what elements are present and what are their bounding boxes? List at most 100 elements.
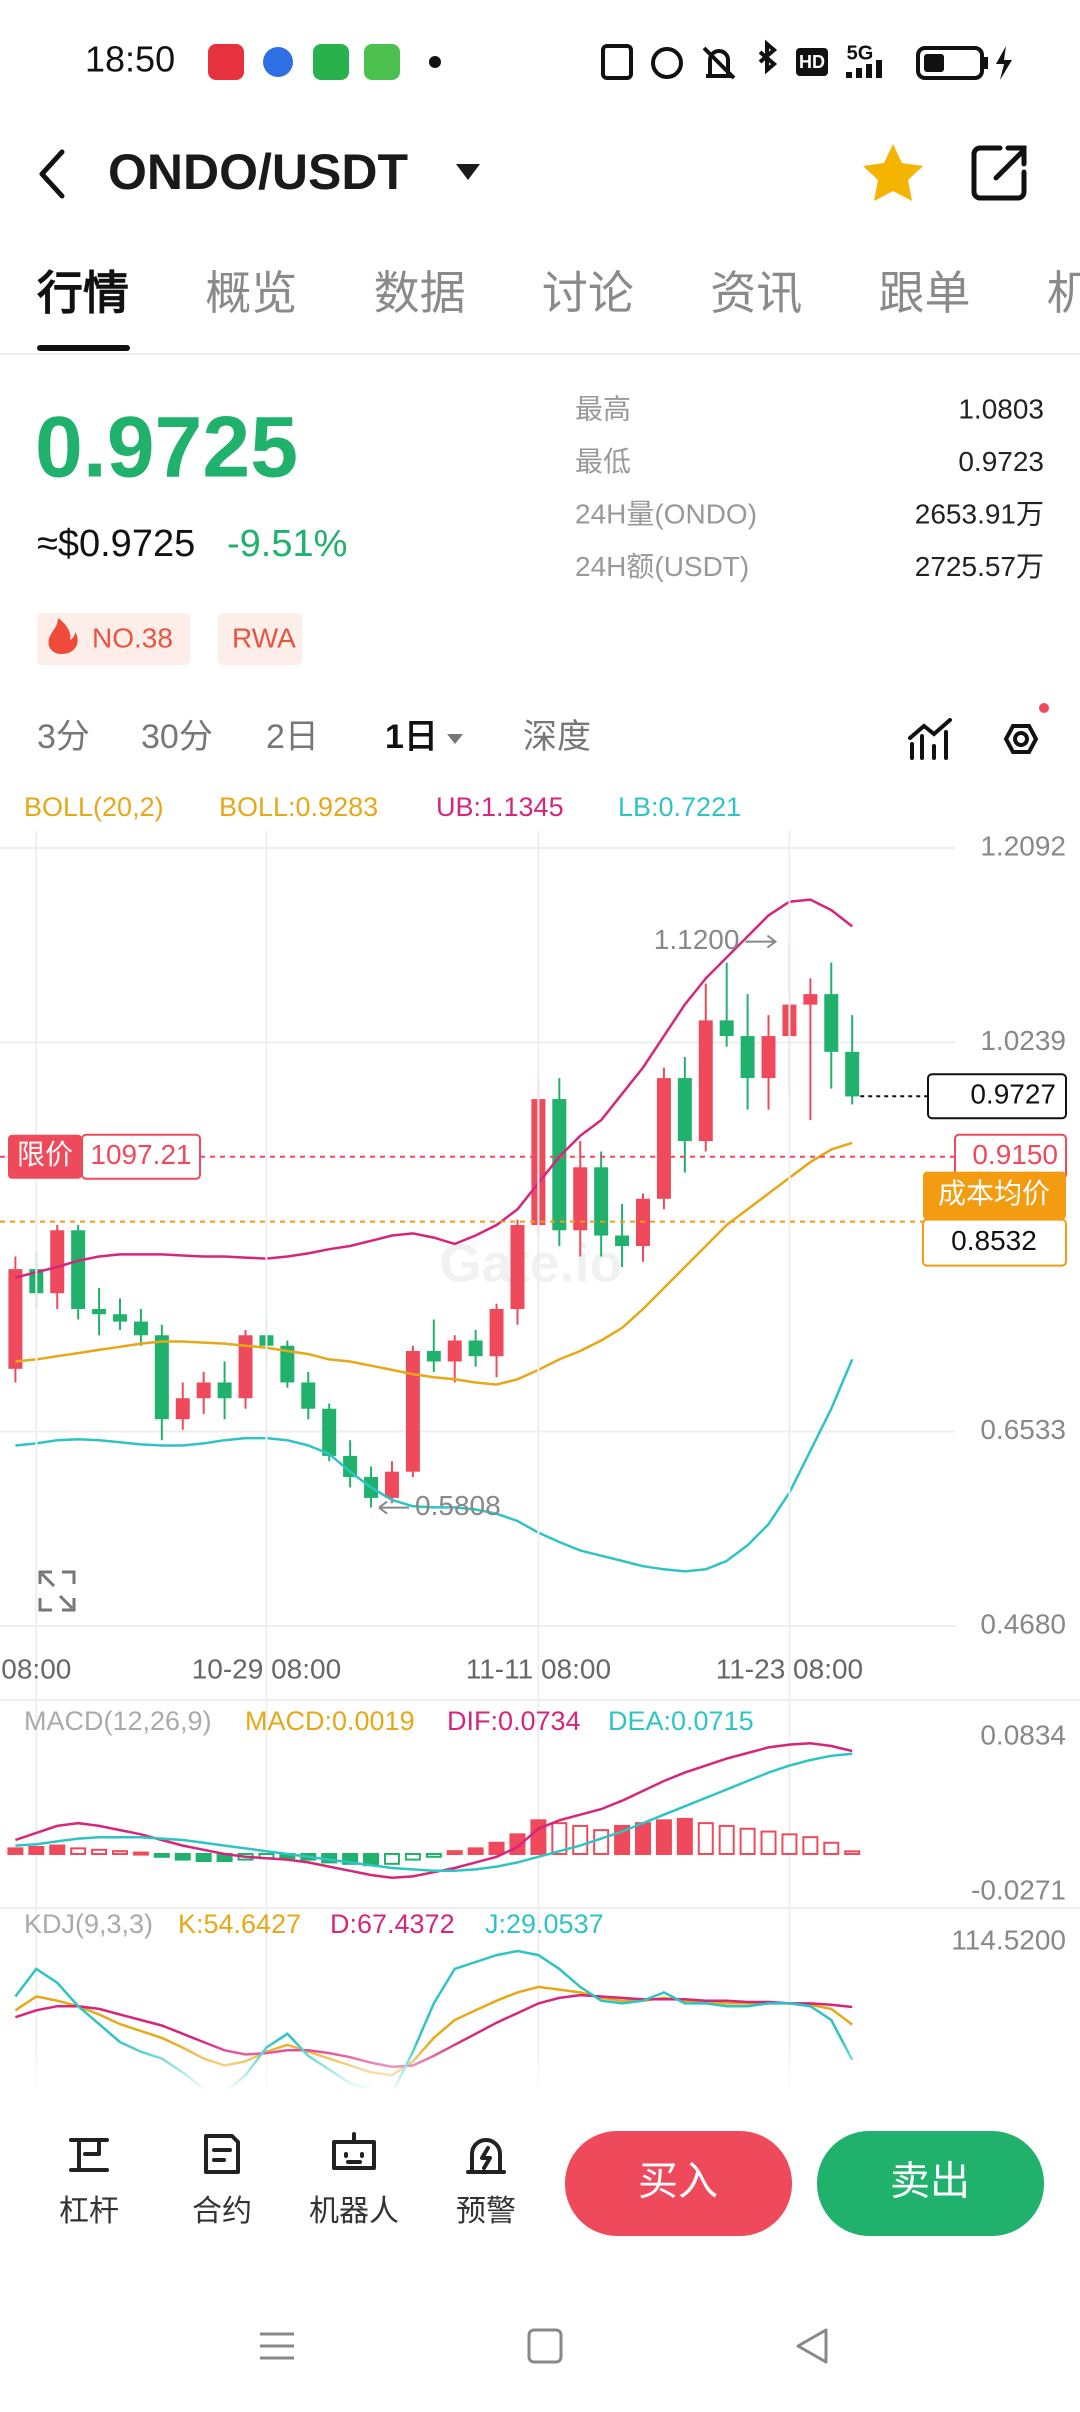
y-tick-label: -0.0271 [971, 1874, 1066, 1905]
price-change: -9.51% [227, 523, 347, 565]
tool-icon[interactable] [466, 2138, 506, 2174]
usd-price: ≈$0.9725 [37, 523, 195, 565]
interval-dropdown[interactable] [447, 734, 463, 744]
macd-bar [132, 1851, 149, 1856]
expand-icon[interactable] [38, 1570, 76, 1612]
nav-home[interactable] [527, 2328, 563, 2364]
limit-price-label: 0.9150 [972, 1139, 1058, 1170]
tab[interactable]: 数据 [374, 267, 466, 319]
candle-body [573, 1167, 588, 1231]
tab[interactable]: 跟单 [879, 267, 971, 319]
macd-bar [7, 1847, 24, 1855]
interval-option[interactable]: 2日 [266, 718, 319, 756]
x-tick-label: 11-23 08:00 [716, 1653, 863, 1684]
tool-label[interactable]: 机器人 [309, 2195, 399, 2228]
interval-option[interactable]: 30分 [141, 718, 213, 756]
nav-back[interactable] [796, 2328, 828, 2364]
cost-price-label: 0.8532 [951, 1225, 1037, 1256]
tool-label[interactable]: 预警 [456, 2195, 516, 2228]
candle-body [740, 1036, 755, 1079]
candle-body [426, 1350, 441, 1362]
share-button[interactable] [971, 145, 1027, 201]
watermark: Gate.io [439, 1233, 622, 1293]
candle-body [154, 1335, 169, 1420]
min-arrow [378, 1500, 410, 1515]
chart-fade [0, 2040, 1080, 2092]
macd-bar [802, 1836, 819, 1855]
tab-underline [37, 345, 130, 351]
macd-bar [488, 1841, 505, 1855]
candle-body [468, 1340, 483, 1357]
nav-menu[interactable] [260, 2332, 294, 2360]
tab[interactable]: 行情 [37, 267, 129, 319]
tag-badge [218, 613, 302, 665]
buy-label[interactable]: 买入 [638, 2160, 718, 2204]
boll-line [15, 1358, 854, 1573]
macd-bar [467, 1847, 484, 1855]
current-price-box [927, 1073, 1067, 1120]
limit-tag-label: 限价 [17, 1139, 73, 1170]
hd-label: HD [799, 52, 825, 72]
candle-body [8, 1269, 23, 1369]
pair-dropdown[interactable] [456, 164, 480, 180]
candle-body [656, 1078, 671, 1199]
legend-entry: UB:1.1345 [436, 792, 564, 822]
macd-bar [446, 1850, 463, 1855]
last-price: 0.9725 [35, 400, 298, 496]
back-button[interactable] [39, 149, 65, 199]
sell-label[interactable]: 卖出 [890, 2160, 970, 2204]
macd-bar [572, 1824, 589, 1855]
macd-bar [593, 1829, 610, 1855]
macd-bar [551, 1822, 568, 1855]
candle-body [133, 1321, 148, 1336]
settings-icon[interactable] [1003, 703, 1049, 754]
candle-body [489, 1309, 504, 1357]
tool-icon[interactable] [204, 2134, 240, 2174]
hd-badge [796, 48, 828, 76]
candle-body [510, 1225, 525, 1310]
tag-label: RWA [232, 622, 296, 653]
y-tick-label: 0.4680 [980, 1608, 1066, 1639]
interval-option[interactable]: 3分 [37, 718, 90, 756]
stat-label: 24H量(ONDO) [575, 499, 757, 530]
candle-body [280, 1345, 295, 1383]
interval-option[interactable]: 1日 [385, 718, 438, 756]
macd-bar [112, 1850, 128, 1855]
tab[interactable]: 讨论 [542, 267, 634, 319]
status-time: 18:50 [85, 39, 175, 80]
macd-bar [697, 1822, 714, 1855]
tab[interactable]: 概览 [205, 267, 297, 319]
favorite-star[interactable] [863, 144, 923, 201]
min-price-label: 0.5808 [415, 1490, 501, 1521]
tool-icon[interactable] [332, 2132, 376, 2170]
tool-icon[interactable] [69, 2138, 109, 2172]
candle-body [238, 1335, 253, 1399]
buy-button[interactable] [565, 2131, 792, 2236]
tab[interactable]: 机 [1047, 267, 1080, 319]
plot-area [7, 1741, 861, 1880]
candle-body [196, 1382, 211, 1399]
stat-value: 0.9723 [958, 446, 1044, 477]
candle-body [594, 1167, 609, 1236]
interval-option[interactable]: 深度 [523, 718, 591, 756]
pair-title[interactable]: ONDO/USDT [108, 144, 408, 200]
macd-bar [153, 1852, 170, 1858]
candle-body [552, 1099, 567, 1231]
legend-entry: BOLL:0.9283 [219, 792, 378, 822]
tab[interactable]: 资讯 [710, 267, 802, 319]
candle-body [71, 1230, 86, 1310]
tool-label[interactable]: 合约 [192, 2195, 252, 2228]
macd-bar [425, 1852, 442, 1858]
macd-bar [655, 1819, 672, 1855]
limit-value-label: 1097.21 [90, 1139, 191, 1170]
tool-label[interactable]: 杠杆 [59, 2195, 119, 2228]
limit-tag [8, 1134, 82, 1179]
stat-value: 1.0803 [958, 393, 1044, 424]
sell-button[interactable] [817, 2131, 1044, 2236]
candle-body [92, 1309, 107, 1315]
indicator-line [14, 1985, 853, 2077]
chart-style-icon[interactable] [908, 718, 952, 760]
boll-line [15, 898, 853, 1279]
candle-body [113, 1314, 127, 1322]
